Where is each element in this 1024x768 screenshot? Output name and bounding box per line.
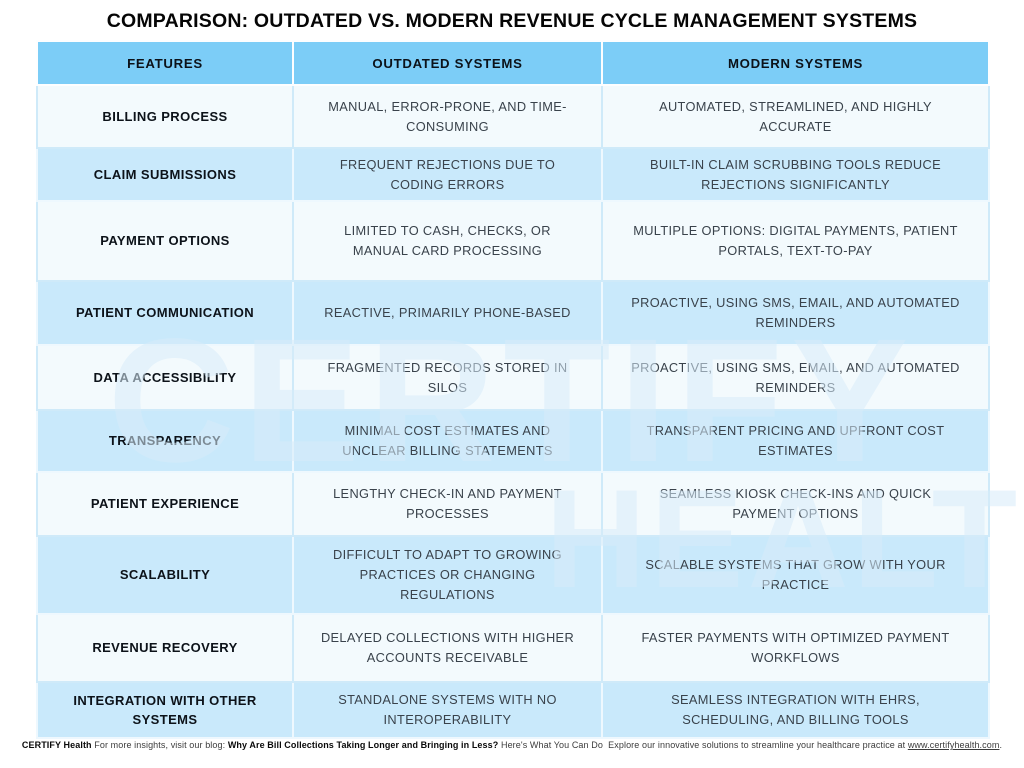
feature-cell: TRANSPARENCY [36, 409, 294, 473]
outdated-cell: STANDALONE SYSTEMS WITH NO INTEROPERABIL… [292, 681, 603, 739]
footer-website-link[interactable]: www.certifyhealth.com [907, 740, 1000, 750]
footer-text: Explore our innovative solutions to stre… [608, 740, 906, 750]
feature-cell: DATA ACCESSIBILITY [36, 344, 294, 411]
modern-cell: PROACTIVE, USING SMS, EMAIL, AND AUTOMAT… [601, 344, 990, 411]
outdated-cell: REACTIVE, PRIMARILY PHONE-BASED [292, 280, 603, 346]
footer-text: Here's What You Can Do [500, 740, 603, 750]
modern-cell: AUTOMATED, STREAMLINED, AND HIGHLY ACCUR… [601, 84, 990, 149]
footer-brand: CERTIFY Health [21, 740, 92, 750]
feature-cell: INTEGRATION WITH OTHER SYSTEMS [36, 681, 294, 739]
modern-cell: SCALABLE SYSTEMS THAT GROW WITH YOUR PRA… [601, 535, 990, 615]
feature-cell: PAYMENT OPTIONS [36, 200, 294, 282]
table-row-billing-process: BILLING PROCESS MANUAL, ERROR-PRONE, AND… [36, 84, 990, 149]
feature-cell: SCALABILITY [36, 535, 294, 615]
comparison-table: FEATURES OUTDATED SYSTEMS MODERN SYSTEMS… [36, 40, 990, 739]
table-row-integration-with-other-systems: INTEGRATION WITH OTHER SYSTEMS STANDALON… [36, 681, 990, 739]
modern-cell: BUILT-IN CLAIM SCRUBBING TOOLS REDUCE RE… [601, 147, 990, 202]
modern-cell: TRANSPARENT PRICING AND UPFRONT COST EST… [601, 409, 990, 473]
modern-cell: MULTIPLE OPTIONS: DIGITAL PAYMENTS, PATI… [601, 200, 990, 282]
outdated-cell: DIFFICULT TO ADAPT TO GROWING PRACTICES … [292, 535, 603, 615]
col-header-features: FEATURES [36, 40, 294, 86]
outdated-cell: MANUAL, ERROR-PRONE, AND TIME-CONSUMING [292, 84, 603, 149]
table-row-patient-communication: PATIENT COMMUNICATION REACTIVE, PRIMARIL… [36, 280, 990, 346]
feature-cell: PATIENT EXPERIENCE [36, 471, 294, 537]
feature-cell: BILLING PROCESS [36, 84, 294, 149]
feature-cell: PATIENT COMMUNICATION [36, 280, 294, 346]
table-row-payment-options: PAYMENT OPTIONS LIMITED TO CASH, CHECKS,… [36, 200, 990, 282]
feature-cell: CLAIM SUBMISSIONS [36, 147, 294, 202]
col-header-modern-systems: MODERN SYSTEMS [601, 40, 990, 86]
table-row-data-accessibility: DATA ACCESSIBILITY FRAGMENTED RECORDS ST… [36, 344, 990, 411]
footer: CERTIFY Health For more insights, visit … [0, 740, 1024, 750]
col-header-outdated-systems: OUTDATED SYSTEMS [292, 40, 603, 86]
header-row: FEATURES OUTDATED SYSTEMS MODERN SYSTEMS [36, 40, 990, 86]
table-row-claim-submissions: CLAIM SUBMISSIONS FREQUENT REJECTIONS DU… [36, 147, 990, 202]
footer-blog-title: Why Are Bill Collections Taking Longer a… [227, 740, 499, 750]
table-row-patient-experience: PATIENT EXPERIENCE LENGTHY CHECK-IN AND … [36, 471, 990, 537]
outdated-cell: DELAYED COLLECTIONS WITH HIGHER ACCOUNTS… [292, 613, 603, 683]
modern-cell: PROACTIVE, USING SMS, EMAIL, AND AUTOMAT… [601, 280, 990, 346]
modern-cell: SEAMLESS INTEGRATION WITH EHRS, SCHEDULI… [601, 681, 990, 739]
modern-cell: FASTER PAYMENTS WITH OPTIMIZED PAYMENT W… [601, 613, 990, 683]
outdated-cell: FREQUENT REJECTIONS DUE TO CODING ERRORS [292, 147, 603, 202]
footer-period: . [999, 740, 1003, 750]
outdated-cell: MINIMAL COST ESTIMATES AND UNCLEAR BILLI… [292, 409, 603, 473]
table-row-revenue-recovery: REVENUE RECOVERY DELAYED COLLECTIONS WIT… [36, 613, 990, 683]
outdated-cell: LIMITED TO CASH, CHECKS, OR MANUAL CARD … [292, 200, 603, 282]
outdated-cell: FRAGMENTED RECORDS STORED IN SILOS [292, 344, 603, 411]
feature-cell: REVENUE RECOVERY [36, 613, 294, 683]
outdated-cell: LENGTHY CHECK-IN AND PAYMENT PROCESSES [292, 471, 603, 537]
table-row-scalability: SCALABILITY DIFFICULT TO ADAPT TO GROWIN… [36, 535, 990, 615]
footer-text: For more insights, visit our blog: [94, 740, 226, 750]
page-title: COMPARISON: OUTDATED VS. MODERN REVENUE … [106, 10, 918, 32]
modern-cell: SEAMLESS KIOSK CHECK-INS AND QUICK PAYME… [601, 471, 990, 537]
table-row-transparency: TRANSPARENCY MINIMAL COST ESTIMATES AND … [36, 409, 990, 473]
